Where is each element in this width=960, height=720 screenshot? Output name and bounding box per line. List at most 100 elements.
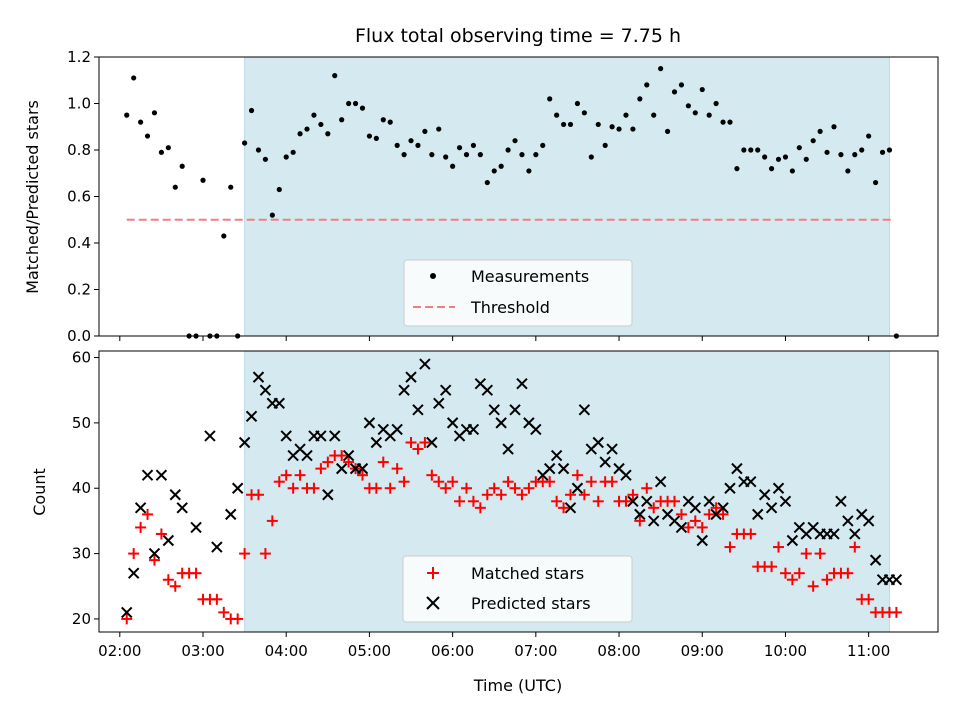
matched-star-point <box>356 469 368 481</box>
predicted-star-point <box>155 469 168 481</box>
measurement-point <box>339 117 345 123</box>
ratio-legend-box <box>403 259 633 327</box>
measurement-point <box>859 147 865 153</box>
matched-star-point <box>433 476 445 488</box>
measurement-point <box>872 179 879 186</box>
matched-star-point <box>162 574 174 586</box>
predicted-star-point <box>391 423 403 436</box>
measurement-point <box>879 149 886 155</box>
measurement-point <box>505 147 511 153</box>
matched-star-point <box>308 482 320 494</box>
measurement-point <box>387 119 393 125</box>
predicted-star-point <box>849 528 861 540</box>
measurement-point <box>547 96 553 102</box>
measurement-point <box>352 100 359 107</box>
matched-star-point <box>155 528 167 540</box>
y-tick-label: 0.4 <box>67 234 91 252</box>
matched-star-point <box>336 450 348 462</box>
matched-star-point <box>384 482 396 494</box>
measurements-legend-label: Measurements <box>471 267 589 286</box>
matched-star-point <box>578 489 590 501</box>
predicted-star-point <box>433 397 445 409</box>
count-x-axis-label: Time (UTC) <box>473 676 562 695</box>
measurement-point <box>824 149 830 155</box>
x-tick-label: 10:00 <box>764 642 807 660</box>
matched-star-point <box>481 489 493 501</box>
predicted-star-point <box>412 404 424 416</box>
matched-stars-legend-label: Matched stars <box>471 564 584 583</box>
matched-star-point <box>696 521 708 533</box>
matched-star-point <box>211 593 223 605</box>
predicted-star-point <box>634 508 646 521</box>
matched-star-point <box>169 580 181 592</box>
y-tick-label: 0.8 <box>67 141 91 159</box>
predicted-star-point <box>779 495 792 508</box>
matched-star-point <box>634 515 646 527</box>
matched-stars-points <box>121 436 902 625</box>
predicted-star-point <box>488 404 500 416</box>
y-tick-label: 60 <box>72 349 91 367</box>
predicted-star-point <box>758 489 771 501</box>
x-tick-label: 08:00 <box>597 642 640 660</box>
measurement-point <box>671 89 678 95</box>
measurement-point <box>359 105 366 111</box>
measurement-point <box>290 149 296 155</box>
matched-star-point <box>821 574 833 586</box>
ratio-x-axis <box>119 336 870 341</box>
y-tick-label: 1.0 <box>67 95 91 113</box>
x-tick-label: 02:00 <box>98 642 141 660</box>
measurement-point <box>789 168 795 174</box>
measurement-point <box>415 142 421 148</box>
predicted-star-point <box>238 436 251 449</box>
measurement-point <box>304 126 310 132</box>
chart-title: Flux total observing time = 7.75 h <box>355 25 681 47</box>
measurement-point <box>678 82 685 88</box>
measurement-point <box>470 142 477 148</box>
matched-star-point <box>488 482 500 494</box>
measurement-point <box>540 142 546 148</box>
measurement-point <box>609 124 615 130</box>
predicted-star-point <box>211 541 223 553</box>
y-tick-label: 40 <box>72 479 91 497</box>
measurement-point <box>574 100 581 107</box>
matched-star-point <box>571 469 583 481</box>
predicted-star-point <box>842 515 854 527</box>
measurement-point <box>401 152 407 158</box>
predicted-star-point <box>606 443 618 455</box>
predicted-star-point <box>648 515 660 527</box>
measurement-point <box>269 212 275 218</box>
count-y-axis: 20 30 40 50 60 <box>72 349 99 628</box>
matched-star-point <box>135 521 147 533</box>
predicted-stars-points <box>121 358 903 619</box>
measurement-point <box>762 154 768 160</box>
measurement-point <box>685 103 691 109</box>
measurement-point <box>664 128 671 134</box>
predicted-star-point <box>765 502 778 514</box>
ratio-panel: 0.0 0.2 0.4 0.6 0.8 1.0 1.2 Matched/Predicted … <box>23 48 939 345</box>
x-tick-label: 11:00 <box>847 642 890 660</box>
predicted-star-point <box>627 495 639 508</box>
matched-star-point <box>620 495 632 507</box>
measurement-point <box>526 168 532 174</box>
predicted-star-point <box>835 495 847 508</box>
predicted-star-point <box>578 404 591 416</box>
y-tick-label: 30 <box>72 545 91 563</box>
matched-star-point <box>800 548 812 560</box>
measurement-point <box>422 128 428 134</box>
measurement-point <box>124 112 130 118</box>
predicted-star-point <box>654 475 667 488</box>
measurement-point <box>692 110 698 116</box>
matched-stars-legend-marker <box>427 567 439 579</box>
predicted-star-point <box>890 574 903 586</box>
measurement-point <box>158 149 165 155</box>
measurement-point <box>533 152 539 158</box>
y-tick-label: 50 <box>72 414 91 432</box>
count-panel: 20 30 40 50 60 02:00 03:00 04:00 05:00 06:00 07:0… <box>30 349 939 695</box>
predicted-star-point <box>356 462 369 475</box>
matched-star-point <box>793 567 805 579</box>
measurement-point <box>380 117 386 123</box>
predicted-star-point <box>148 547 161 560</box>
measurement-point <box>283 154 289 160</box>
predicted-star-point <box>231 482 244 494</box>
